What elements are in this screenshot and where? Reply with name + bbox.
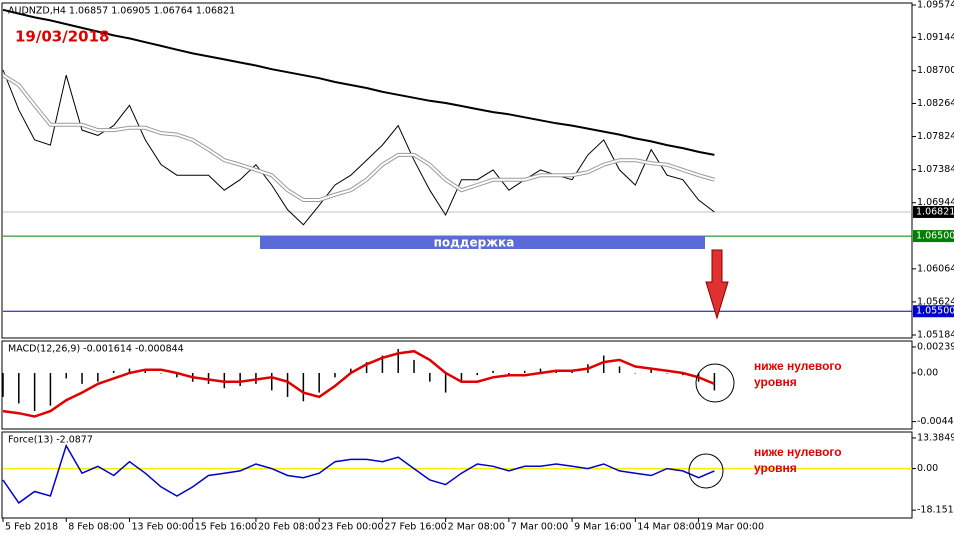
level-label: 1.06500 xyxy=(916,231,954,242)
series-line xyxy=(2,443,715,504)
histogram-bar xyxy=(350,368,352,373)
y-tick-label: 1.07384 xyxy=(917,164,954,175)
histogram-bar xyxy=(18,372,20,404)
histogram-bar xyxy=(318,372,320,393)
histogram-bar xyxy=(239,372,241,387)
last-price-label: 1.06821 xyxy=(916,206,954,217)
down-arrow xyxy=(705,249,729,320)
histogram-bar xyxy=(33,372,36,412)
y-tick-label: 0.002392 xyxy=(917,341,954,352)
x-tick-label: 15 Feb 16:00 xyxy=(195,522,257,533)
histogram-bar xyxy=(286,372,289,397)
histogram-bar xyxy=(334,372,336,378)
histogram-bar xyxy=(65,372,67,379)
level-label-box xyxy=(913,230,954,243)
histogram-bar xyxy=(523,370,526,373)
histogram-bar xyxy=(397,349,399,373)
x-tick-label: 27 Feb 16:00 xyxy=(384,522,446,533)
x-tick-label: 13 Feb 00:00 xyxy=(131,522,193,533)
panel-frame xyxy=(1,2,913,339)
histogram-bar xyxy=(666,372,668,374)
annotation: ниже нулевого xyxy=(754,445,842,459)
histogram-bar xyxy=(460,372,463,382)
histogram-bar xyxy=(49,372,52,406)
panel-title: Force(13) -2.0877 xyxy=(8,435,93,446)
histogram-bar xyxy=(429,372,431,382)
histogram-bar xyxy=(365,362,368,373)
series-line xyxy=(2,8,715,156)
histogram-bar xyxy=(270,372,273,391)
annotation: уровня xyxy=(754,375,797,389)
y-tick-label: 1.06944 xyxy=(917,197,954,208)
x-tick-label: 19 Mar 00:00 xyxy=(701,522,764,533)
histogram-bar xyxy=(618,366,621,373)
panel-title: AUDNZD,H4 1.06857 1.06905 1.06764 1.0682… xyxy=(8,6,235,17)
histogram-bar xyxy=(97,372,99,382)
histogram-bar xyxy=(413,359,415,373)
histogram-bar xyxy=(176,372,178,378)
y-tick-label: 1.09574 xyxy=(917,0,954,11)
annotation: уровня xyxy=(754,461,797,475)
series-line xyxy=(2,74,715,201)
histogram-bar xyxy=(492,370,494,373)
highlight-circle xyxy=(695,363,735,403)
x-tick-label: 23 Feb 00:00 xyxy=(321,522,383,533)
y-tick-label: 13.3849 xyxy=(917,432,954,443)
y-tick-label: 1.05184 xyxy=(917,329,954,340)
x-tick-label: 8 Feb 08:00 xyxy=(68,522,124,533)
y-tick-label: -18.1511 xyxy=(917,505,954,516)
panel-frame xyxy=(1,431,913,519)
histogram-bar xyxy=(634,372,637,374)
series-line xyxy=(2,69,715,226)
support-zone xyxy=(260,236,705,249)
histogram-bar xyxy=(602,355,605,373)
y-tick-label: 1.06064 xyxy=(917,263,954,274)
histogram-bar xyxy=(112,370,115,373)
x-tick-label: 20 Feb 08:00 xyxy=(258,522,320,533)
histogram-bar xyxy=(160,372,162,374)
x-tick-label: 9 Mar 16:00 xyxy=(574,522,631,533)
y-tick-label: -0.004471 xyxy=(917,416,954,427)
y-tick-label: 1.09144 xyxy=(917,32,954,43)
y-tick-label: 0.00 xyxy=(917,367,938,378)
highlight-circle xyxy=(688,453,724,489)
date-annotation: 19/03/2018 xyxy=(15,28,109,46)
y-tick-label: 1.08264 xyxy=(917,98,954,109)
y-tick-label: 0.00 xyxy=(917,463,938,474)
y-tick-label: 1.08700 xyxy=(917,65,954,76)
y-tick-label: 1.05624 xyxy=(917,296,954,307)
histogram-bar xyxy=(539,368,542,373)
level-label: 1.05500 xyxy=(916,306,954,317)
histogram-bar xyxy=(381,355,384,373)
series-line xyxy=(2,349,715,418)
histogram-bar xyxy=(302,372,305,402)
histogram-bar xyxy=(713,372,716,391)
x-tick-label: 14 Mar 08:00 xyxy=(637,522,700,533)
x-tick-label: 5 Feb 2018 xyxy=(5,522,58,533)
histogram-bar xyxy=(128,368,131,373)
annotation: ниже нулевого xyxy=(754,359,842,373)
histogram-bar xyxy=(650,368,652,373)
x-tick-label: 7 Mar 00:00 xyxy=(511,522,568,533)
x-tick-label: 2 Mar 08:00 xyxy=(448,522,505,533)
histogram-bar xyxy=(144,370,147,373)
panel-frame xyxy=(1,340,913,430)
histogram-bar xyxy=(476,372,479,376)
histogram-bar xyxy=(81,372,83,384)
support-label: поддержка xyxy=(434,236,515,250)
histogram-bar xyxy=(444,372,447,393)
y-tick-label: 1.07824 xyxy=(917,131,954,142)
level-label-box xyxy=(913,305,954,318)
last-price-box xyxy=(913,205,954,218)
panel-title: MACD(12,26,9) -0.001614 -0.000844 xyxy=(8,344,184,355)
histogram-bar xyxy=(2,372,4,397)
